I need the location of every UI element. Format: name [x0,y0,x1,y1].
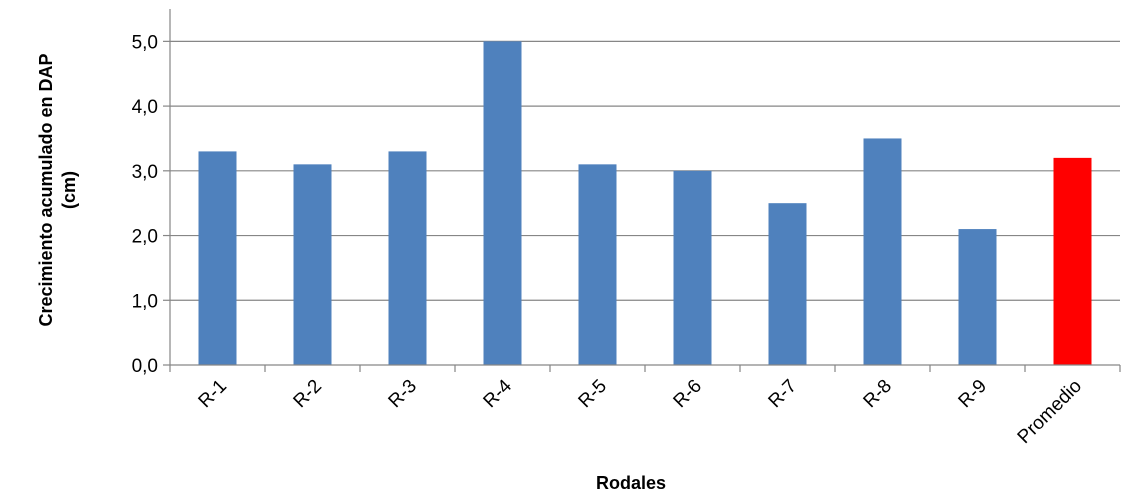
bar-promedio [1053,157,1092,365]
bar-r-9 [958,229,997,365]
y-tick-label: 5,0 [132,32,158,53]
bar-r-7 [768,203,807,365]
x-tick-label: R-7 [765,376,802,413]
y-axis-title-line1: Crecimiento acumulado en DAP [36,53,56,326]
x-tick-labels: R-1 R-2 R-3 R-4 R-5 R-6 R-7 R-8 R-9 Promedio [195,375,1087,448]
bar-r-6 [673,170,712,365]
axes [163,9,1121,372]
y-tick-label: 3,0 [132,162,158,183]
x-tick-label: R-8 [860,376,897,413]
bar-r-5 [578,164,617,365]
x-tick-label: R-2 [290,376,327,413]
bar-r-8 [863,138,902,365]
bar-r-3 [388,151,427,365]
bars [198,41,1092,365]
x-tick-label: R-6 [670,376,707,413]
bar-r-1 [198,151,237,365]
x-tick-label: R-9 [955,376,992,413]
y-axis-title-line2: (cm) [59,171,79,209]
y-tick-label: 0,0 [132,356,158,377]
x-tick-label: R-5 [575,376,612,413]
x-tick-label: R-1 [195,376,232,413]
y-tick-label: 2,0 [132,227,158,248]
y-axis-title: Crecimiento acumulado en DAP (cm) [36,53,79,326]
bar-r-4 [483,41,522,365]
y-tick-label: 1,0 [132,291,158,312]
x-tick-label: R-4 [480,375,517,412]
y-tick-labels: 0,0 1,0 2,0 3,0 4,0 5,0 [132,32,158,377]
bar-r-2 [293,164,332,365]
x-axis-title: Rodales [596,473,666,493]
x-tick-label: R-3 [385,376,422,413]
y-tick-label: 4,0 [132,97,158,118]
x-tick-label: Promedio [1014,376,1086,448]
